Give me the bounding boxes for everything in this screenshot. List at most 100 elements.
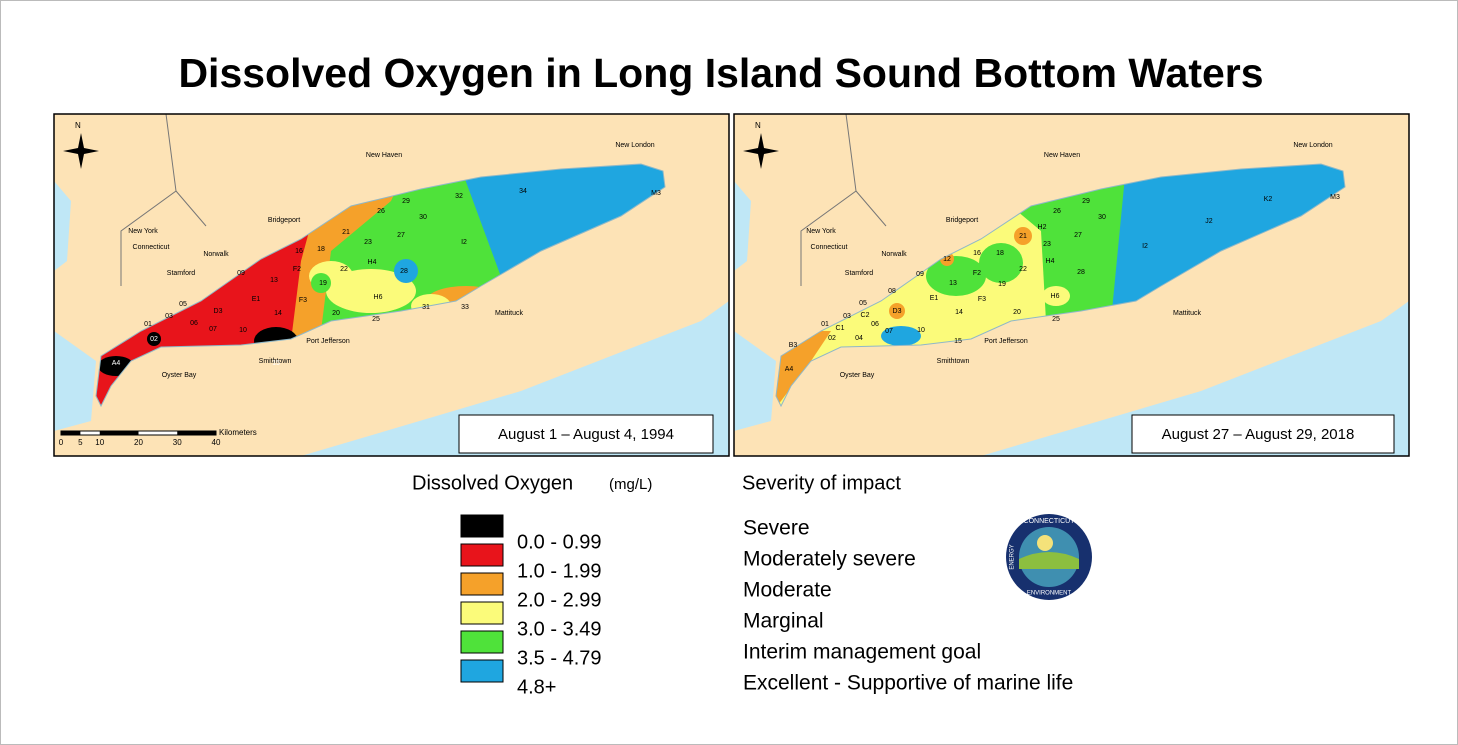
scale-tick: 5 (78, 438, 83, 447)
severity-title: Severity of impact (742, 472, 901, 494)
station-label: 01 (821, 321, 829, 328)
station-label: 33 (461, 304, 469, 311)
station-label: A4 (112, 360, 121, 367)
station-label: 15 (272, 360, 280, 367)
station-label: 21 (342, 229, 350, 236)
logo-text: ENVIRONMENT (1027, 591, 1072, 597)
logo-land (1019, 552, 1079, 569)
station-label: D3 (214, 308, 223, 315)
station-label: 23 (1043, 241, 1051, 248)
scale-segment (177, 431, 216, 435)
station-label: 30 (419, 214, 427, 221)
logo-text: ENERGY (1010, 544, 1016, 569)
station-label: F3 (299, 297, 307, 304)
legend-swatch (460, 659, 504, 683)
state-line (800, 113, 887, 286)
place-label: Stamford (845, 270, 874, 277)
scale-segment (61, 431, 81, 435)
place-label: Norwalk (203, 251, 229, 258)
station-label: 28 (1077, 269, 1085, 276)
station-label: 14 (274, 310, 282, 317)
station-label: 25 (1052, 316, 1060, 323)
station-label: 25 (372, 316, 380, 323)
place-label: Bridgeport (946, 217, 978, 224)
station-label: C2 (861, 312, 870, 319)
station-label: 05 (859, 300, 867, 307)
station-label: 29 (1082, 198, 1090, 205)
station-label: 31 (422, 304, 430, 311)
severity-label: Interim management goal (743, 641, 981, 664)
station-label: 18 (317, 246, 325, 253)
legend-swatch (460, 514, 504, 538)
station-label: 02 (828, 335, 836, 342)
station-label: 34 (519, 188, 527, 195)
logo-sun (1037, 535, 1053, 551)
place-label: Port Jefferson (984, 338, 1028, 345)
panel-border (733, 113, 1410, 457)
logo-text: CONNECTICUT (1024, 518, 1076, 525)
place-label: Port Jefferson (306, 338, 350, 345)
scale-tick: 30 (173, 438, 182, 447)
compass (743, 133, 779, 169)
station-label: 10 (917, 327, 925, 334)
compass (63, 133, 99, 169)
station-label: 06 (190, 320, 198, 327)
panel-border (53, 113, 730, 457)
severity-label: Severe (743, 517, 810, 540)
severity-label: Excellent - Supportive of marine life (743, 672, 1073, 695)
river (734, 181, 751, 271)
station-label: 19 (998, 281, 1006, 288)
severity-label: Moderate (743, 579, 832, 602)
place-label: Bridgeport (268, 217, 300, 224)
legend-range: 4.8+ (517, 676, 556, 698)
place-label: New Haven (1044, 152, 1080, 159)
station-label: M3 (651, 190, 661, 197)
station-label: 21 (1019, 233, 1027, 240)
shoreline (775, 163, 1346, 408)
station-label: 09 (916, 271, 924, 278)
legend-swatch (460, 601, 504, 625)
station-label: 03 (165, 313, 173, 320)
zone (776, 331, 831, 406)
place-label: New York (128, 228, 158, 235)
station-label: 26 (377, 208, 385, 215)
station-label: 26 (1053, 208, 1061, 215)
legend-range: 1.0 - 1.99 (517, 560, 602, 582)
place-label: New Haven (366, 152, 402, 159)
scale-tick: 40 (212, 438, 221, 447)
zone (394, 259, 418, 283)
west-water (54, 331, 96, 431)
place-label: Mattituck (1173, 310, 1202, 317)
station-label: I2 (1142, 243, 1148, 250)
station-label: 16 (295, 248, 303, 255)
station-label: 27 (1074, 232, 1082, 239)
zone (881, 326, 921, 346)
station-label: 02 (150, 336, 158, 343)
compass-label: N (75, 121, 81, 130)
station-label: 32 (455, 193, 463, 200)
station-label: J2 (1205, 218, 1213, 225)
severity-label: Marginal (743, 610, 824, 633)
station-label: 06 (871, 321, 879, 328)
place-label: Norwalk (881, 251, 907, 258)
station-label: 15 (954, 338, 962, 345)
legend-range: 3.5 - 4.79 (517, 647, 602, 669)
station-label: B3 (789, 342, 798, 349)
station-label: 22 (340, 266, 348, 273)
legend-range: 0.0 - 0.99 (517, 531, 602, 553)
scale-tick: 10 (95, 438, 104, 447)
date-label: August 1 – August 4, 1994 (498, 426, 674, 443)
legend-swatch (460, 543, 504, 567)
station-label: 28 (400, 268, 408, 275)
zone (1014, 227, 1032, 245)
legend-range: 3.0 - 3.49 (517, 618, 602, 640)
scale-tick: 20 (134, 438, 143, 447)
station-label: 12 (943, 256, 951, 263)
station-label: 23 (364, 239, 372, 246)
zone (147, 332, 161, 346)
station-label: E1 (252, 296, 261, 303)
scale-segment (99, 431, 139, 435)
station-label: H4 (368, 259, 377, 266)
